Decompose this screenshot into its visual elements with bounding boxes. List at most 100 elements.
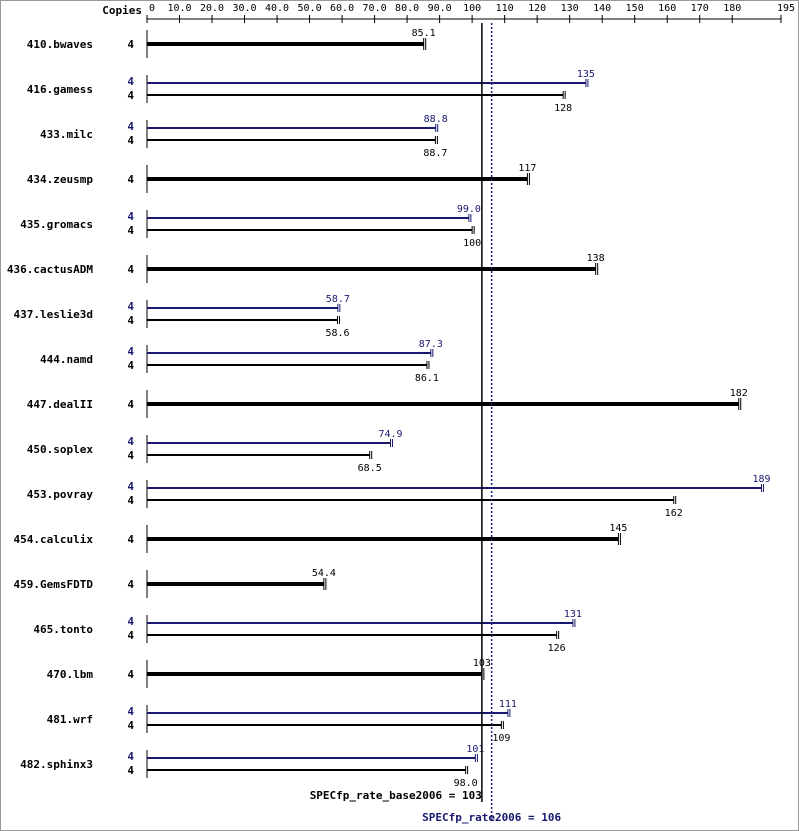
base-copies-value: 4 [127, 494, 134, 507]
peak-copies-value: 4 [127, 210, 134, 223]
benchmark-name: 459.GemsFDTD [14, 578, 94, 591]
base-value-label: 86.1 [415, 373, 439, 384]
base-copies-value: 4 [127, 449, 134, 462]
benchmark-row: 465.tonto 4 131 4 126 [33, 609, 582, 654]
peak-copies-value: 4 [127, 480, 134, 493]
base-value-label: 126 [548, 643, 566, 654]
benchmark-name: 410.bwaves [27, 38, 93, 51]
benchmark-name: 454.calculix [14, 533, 94, 546]
benchmark-name: 481.wrf [47, 713, 93, 726]
base-copies-value: 4 [127, 89, 134, 102]
benchmark-name: 482.sphinx3 [20, 758, 93, 771]
benchmark-row: 437.leslie3d 4 58.7 4 58.6 [14, 294, 350, 339]
peak-value-label: 88.8 [424, 114, 448, 125]
benchmark-name: 437.leslie3d [14, 308, 93, 321]
x-tick-label: 40.0 [265, 3, 289, 14]
x-tick-label: 170 [691, 3, 709, 14]
benchmark-row: 435.gromacs 4 99.0 4 100 [20, 204, 481, 249]
base-value-label: 162 [665, 508, 683, 519]
peak-copies-value: 4 [127, 615, 134, 628]
x-tick-label: 50.0 [298, 3, 322, 14]
peak-value-label: 131 [564, 609, 582, 620]
x-tick-label: 195 [777, 3, 795, 14]
peak-copies-value: 4 [127, 75, 134, 88]
benchmark-row: 459.GemsFDTD 4 54.4 [14, 568, 336, 598]
copies-axis-title: Copies [102, 4, 142, 17]
base-value-label: 117 [518, 163, 536, 174]
benchmark-row: 410.bwaves 4 85.1 [27, 28, 436, 58]
base-value-label: 68.5 [358, 463, 382, 474]
base-copies-value: 4 [127, 764, 134, 777]
peak-value-label: 135 [577, 69, 595, 80]
benchmark-rows: 410.bwaves 4 85.1 416.gamess 4 135 4 128 433.mil… [7, 28, 771, 789]
x-tick-label: 60.0 [330, 3, 354, 14]
benchmark-row: 453.povray 4 189 4 162 [27, 474, 771, 519]
peak-copies-value: 4 [127, 300, 134, 313]
peak-value-label: 189 [752, 474, 770, 485]
base-copies-value: 4 [127, 359, 134, 372]
copies-value: 4 [127, 263, 134, 276]
benchmark-name: 436.cactusADM [7, 263, 93, 276]
peak-value-label: 87.3 [419, 339, 443, 350]
peak-value-label: 111 [499, 699, 517, 710]
x-axis: Copies 0 10.0 20.0 30.0 40.0 50.0 60.0 70.0 80.0… [102, 3, 795, 23]
benchmark-name: 470.lbm [47, 668, 94, 681]
benchmark-row: 447.dealII 4 182 [27, 388, 748, 418]
benchmark-name: 447.dealII [27, 398, 93, 411]
benchmark-name: 416.gamess [27, 83, 93, 96]
peak-value-label: 58.7 [326, 294, 350, 305]
x-tick-label: 100 [463, 3, 481, 14]
x-tick-label: 140 [593, 3, 611, 14]
base-value-label: 54.4 [312, 568, 336, 579]
x-tick-label: 160 [658, 3, 676, 14]
x-tick-label: 130 [561, 3, 579, 14]
benchmark-name: 444.namd [40, 353, 93, 366]
benchmark-row: 444.namd 4 87.3 4 86.1 [40, 339, 443, 384]
peak-value-label: 99.0 [457, 204, 481, 215]
benchmark-name: 450.soplex [27, 443, 94, 456]
copies-value: 4 [127, 38, 134, 51]
base-copies-value: 4 [127, 134, 134, 147]
copies-value: 4 [127, 668, 134, 681]
peak-copies-value: 4 [127, 435, 134, 448]
benchmark-name: 434.zeusmp [27, 173, 94, 186]
base-value-label: 145 [609, 523, 627, 534]
base-value-label: 100 [463, 238, 481, 249]
benchmark-row: 436.cactusADM 4 138 [7, 253, 605, 283]
peak-value-label: 74.9 [378, 429, 402, 440]
copies-value: 4 [127, 578, 134, 591]
x-tick-label: 110 [496, 3, 514, 14]
x-tick-label: 120 [528, 3, 546, 14]
base-value-label: 138 [587, 253, 605, 264]
benchmark-row: 416.gamess 4 135 4 128 [27, 69, 595, 114]
x-tick-label: 180 [723, 3, 741, 14]
base-copies-value: 4 [127, 629, 134, 642]
x-tick-label: 70.0 [363, 3, 387, 14]
x-tick-label: 80.0 [395, 3, 419, 14]
base-value-label: 88.7 [423, 148, 447, 159]
peak-copies-value: 4 [127, 345, 134, 358]
copies-value: 4 [127, 398, 134, 411]
benchmark-row: 450.soplex 4 74.9 4 68.5 [27, 429, 403, 474]
benchmark-name: 453.povray [27, 488, 94, 501]
benchmark-name: 433.milc [40, 128, 93, 141]
peak-copies-value: 4 [127, 705, 134, 718]
peak-copies-value: 4 [127, 750, 134, 763]
x-tick-label: 10.0 [167, 3, 191, 14]
base-value-label: 85.1 [412, 28, 436, 39]
benchmark-row: 454.calculix 4 145 [14, 523, 627, 553]
x-tick-label: 150 [626, 3, 644, 14]
peak-summary-label: SPECfp_rate2006 = 106 [422, 811, 561, 824]
peak-value-label: 101 [466, 744, 484, 755]
base-value-label: 109 [492, 733, 510, 744]
base-value-label: 128 [554, 103, 572, 114]
base-summary-label: SPECfp_rate_base2006 = 103 [310, 789, 482, 802]
base-copies-value: 4 [127, 224, 134, 237]
copies-value: 4 [127, 173, 134, 186]
benchmark-name: 435.gromacs [20, 218, 93, 231]
x-tick-label: 20.0 [200, 3, 224, 14]
x-tick-label: 30.0 [232, 3, 256, 14]
x-tick-label: 90.0 [428, 3, 452, 14]
